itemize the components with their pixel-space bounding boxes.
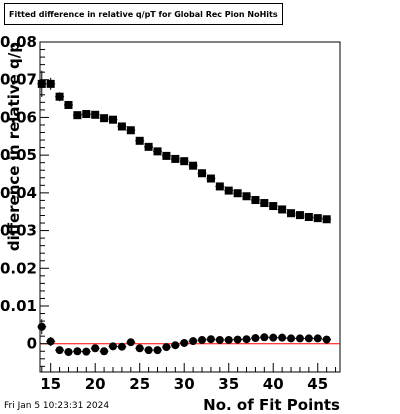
- data-point-circle: [64, 348, 73, 357]
- data-point-square: [260, 199, 269, 208]
- data-point-circle: [304, 334, 313, 343]
- data-point-square: [100, 114, 109, 123]
- data-point-circle: [224, 335, 233, 344]
- data-point-circle: [108, 342, 117, 351]
- data-point-circle: [144, 346, 153, 355]
- x-tick-label: 45: [307, 375, 328, 393]
- chart-title-box: Fitted difference in relative q/pT for G…: [4, 3, 283, 25]
- data-point-square: [171, 154, 180, 163]
- data-point-circle: [295, 334, 304, 343]
- data-point-circle: [91, 344, 100, 353]
- data-point-circle: [171, 341, 180, 350]
- x-tick-label: 40: [263, 375, 284, 393]
- data-point-square: [189, 161, 198, 170]
- data-point-circle: [322, 335, 331, 344]
- data-point-square: [82, 110, 91, 119]
- plot-frame: [39, 41, 341, 373]
- data-point-circle: [82, 347, 91, 356]
- data-point-square: [322, 215, 331, 224]
- data-point-square: [162, 151, 171, 160]
- data-point-circle: [242, 335, 251, 344]
- data-point-circle: [126, 338, 135, 347]
- data-point-circle: [198, 335, 207, 344]
- data-point-square: [215, 182, 224, 191]
- x-axis-title: No. of Fit Points: [203, 396, 340, 414]
- x-tick-label: 15: [40, 375, 61, 393]
- y-tick-label: 0.04: [0, 184, 37, 202]
- data-point-circle: [313, 334, 322, 343]
- data-point-square: [91, 110, 100, 119]
- data-point-square: [126, 126, 135, 135]
- y-tick-label: 0.05: [0, 146, 37, 164]
- data-point-circle: [73, 347, 82, 356]
- data-point-circle: [117, 342, 126, 351]
- data-point-square: [73, 111, 82, 120]
- timestamp: Fri Jan 5 10:23:31 2024: [4, 401, 110, 411]
- y-tick-label: 0.08: [0, 33, 37, 51]
- x-tick-label: 35: [218, 375, 239, 393]
- data-point-circle: [251, 334, 260, 343]
- data-point-square: [64, 100, 73, 109]
- data-point-circle: [206, 335, 215, 344]
- y-tick-label: 0.07: [0, 71, 37, 89]
- y-tick-label: 0.01: [0, 297, 37, 315]
- data-point-circle: [100, 347, 109, 356]
- data-point-square: [304, 212, 313, 221]
- y-tick-label: 0.06: [0, 108, 37, 126]
- data-point-square: [224, 186, 233, 195]
- y-tick-label: 0.03: [0, 222, 37, 240]
- data-point-circle: [260, 333, 269, 342]
- data-point-square: [269, 202, 278, 211]
- data-point-circle: [233, 335, 242, 344]
- data-point-circle: [153, 346, 162, 355]
- data-point-square: [233, 189, 242, 198]
- data-point-square: [287, 209, 296, 218]
- y-axis-title: difference in relative q/p: [5, 42, 23, 251]
- data-point-square: [180, 157, 189, 166]
- data-point-square: [295, 211, 304, 220]
- data-point-circle: [269, 333, 278, 342]
- data-point-circle: [55, 346, 64, 355]
- data-point-circle: [46, 337, 55, 346]
- data-point-square: [206, 174, 215, 183]
- data-point-square: [108, 115, 117, 124]
- data-point-circle: [162, 343, 171, 352]
- data-point-circle: [180, 338, 189, 347]
- data-point-circle: [215, 335, 224, 344]
- data-point-square: [313, 214, 322, 223]
- data-point-square: [198, 169, 207, 178]
- y-tick-label: 0.02: [0, 259, 37, 277]
- data-point-square: [278, 205, 287, 214]
- data-point-circle: [135, 344, 144, 353]
- y-tick-label: 0: [27, 335, 37, 353]
- data-point-circle: [278, 333, 287, 342]
- data-point-square: [144, 142, 153, 151]
- data-point-square: [117, 122, 126, 131]
- data-point-square: [153, 147, 162, 156]
- data-point-square: [46, 79, 55, 88]
- data-point-circle: [189, 337, 198, 346]
- data-point-square: [135, 136, 144, 145]
- x-tick-label: 20: [85, 375, 106, 393]
- data-point-square: [55, 92, 64, 101]
- data-point-square: [251, 196, 260, 205]
- data-point-circle: [287, 334, 296, 343]
- x-tick-label: 30: [174, 375, 195, 393]
- data-point-square: [37, 79, 46, 88]
- x-tick-label: 25: [129, 375, 150, 393]
- data-point-square: [242, 192, 251, 201]
- chart-title: Fitted difference in relative q/pT for G…: [9, 10, 278, 19]
- data-point-circle: [37, 322, 46, 331]
